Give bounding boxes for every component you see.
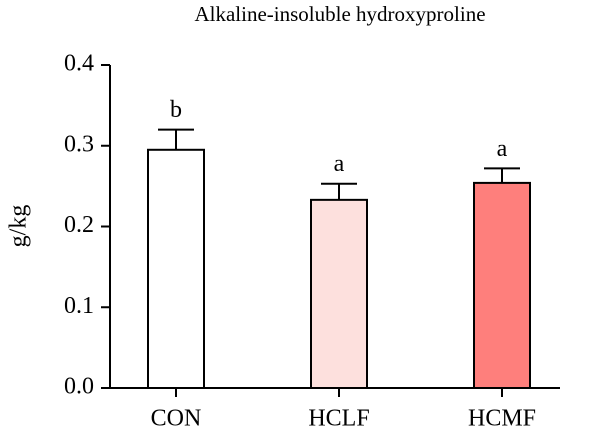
significance-label: a: [497, 136, 508, 162]
y-tick-label: 0.3: [64, 131, 94, 157]
bar: [310, 198, 368, 389]
y-tick-label: 0.4: [64, 51, 94, 77]
x-tick-label: CON: [151, 406, 202, 432]
y-tick-label: 0.2: [64, 212, 94, 238]
y-tick-label: 0.0: [64, 374, 94, 400]
x-tick-label: HCLF: [308, 406, 369, 432]
bar: [147, 148, 205, 389]
y-tick-label: 0.1: [64, 293, 94, 319]
x-tick-label: HCMF: [468, 406, 536, 432]
significance-label: a: [334, 151, 345, 177]
y-axis-label: g/kg: [6, 205, 32, 248]
chart-title: Alkaline-insoluble hydroxyproline: [194, 2, 485, 26]
significance-label: b: [170, 97, 182, 123]
bar: [473, 181, 531, 389]
